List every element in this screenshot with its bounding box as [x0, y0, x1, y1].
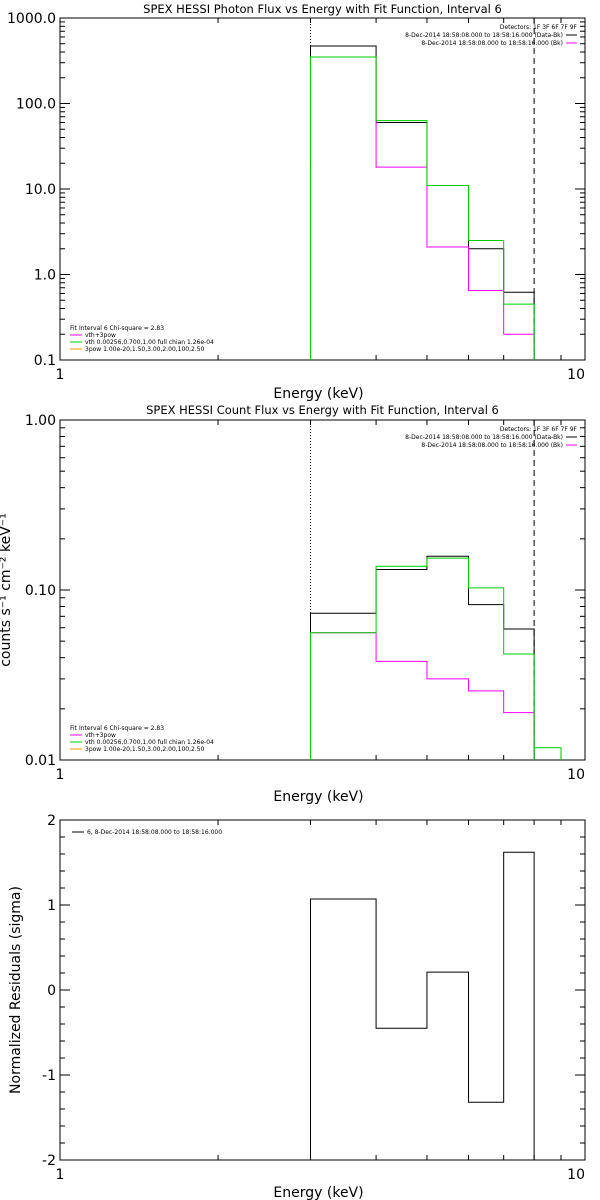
y-axis-label: counts s⁻¹ cm⁻² keV⁻¹	[0, 513, 14, 667]
legend-entry-bkg: vth+3pow	[85, 732, 116, 739]
legend-fit-info: Fit Interval 6 Chi-square = 2.83	[70, 325, 164, 332]
y-axis-ticks	[60, 819, 585, 1161]
legend-entry-bkg: 8-Dec-2014 18:58:08.000 to 18:58:16.000 …	[421, 442, 563, 449]
x-axis-ticks	[59, 420, 586, 760]
y-axis-label: Normalized Residuals (sigma)	[8, 886, 24, 1094]
x-axis-label: Energy (keV)	[273, 789, 363, 805]
y-tick-label: 2	[47, 813, 56, 829]
chart-panel-1: SPEX HESSI Photon Flux vs Energy with Fi…	[7, 2, 586, 402]
legend-entry-fit: vth 0.00256,0.700,1.00 full chian 1.26e-…	[85, 339, 214, 346]
x-axis-ticks	[59, 820, 586, 1160]
x-axis-label: Energy (keV)	[273, 1185, 363, 1200]
y-tick-label: 100.0	[16, 97, 56, 113]
y-tick-label: -2	[42, 1153, 56, 1169]
y-tick-label: 0.1	[34, 353, 56, 369]
legend-entry-fit: vth 0.00256,0.700,1.00 full chian 1.26e-…	[85, 739, 214, 746]
x-tick-label: 10	[567, 767, 585, 783]
legend-detectors: Detectors: 1F 3F 6F 7F 9F	[500, 24, 578, 31]
y-tick-label: 1.0	[34, 268, 56, 284]
y-axis-ticks	[60, 17, 585, 361]
y-tick-label: 1	[47, 898, 56, 914]
series-bkg-histogram	[309, 56, 535, 360]
legend-entry-residuals: 6, 8-Dec-2014 18:58:08.000 to 18:58:16.0…	[87, 829, 222, 836]
series-bkg-histogram	[309, 632, 535, 760]
legend-detectors: Detectors: 1F 3F 6F 7F 9F	[500, 426, 578, 433]
y-tick-label: 0	[47, 983, 56, 999]
x-tick-label: 10	[567, 1167, 585, 1183]
plot-frame	[59, 17, 586, 361]
series-data-histogram	[309, 555, 535, 760]
y-tick-label: 0.01	[25, 753, 56, 769]
y-tick-label: 1.00	[25, 413, 56, 429]
chart-title: SPEX HESSI Count Flux vs Energy with Fit…	[146, 403, 499, 417]
y-tick-label: 1000.0	[7, 11, 56, 27]
series-fit-extension	[534, 747, 562, 760]
series-data-histogram	[309, 45, 535, 360]
y-tick-label: -1	[42, 1068, 56, 1084]
x-tick-label: 1	[56, 767, 65, 783]
x-tick-label: 1	[56, 367, 65, 383]
y-tick-label: 10.0	[25, 182, 56, 198]
x-tick-label: 1	[56, 1167, 65, 1183]
legend-entry-bkg: 8-Dec-2014 18:58:08.000 to 18:58:16.000 …	[421, 40, 563, 47]
legend-entry-data: 8-Dec-2014 18:58:08.000 to 18:58:16.000 …	[405, 434, 563, 441]
y-axis-ticks	[60, 419, 585, 761]
x-axis-label: Energy (keV)	[273, 386, 363, 402]
legend-entry-data: 8-Dec-2014 18:58:08.000 to 18:58:16.000 …	[405, 32, 563, 39]
y-tick-label: 0.10	[25, 583, 56, 599]
legend-entry-spec: 3pow 1.00e-20,1.50,3.00,2.00,100,2.50	[85, 746, 205, 753]
series-fit-histogram	[309, 56, 535, 360]
plot-frame	[59, 419, 586, 761]
chart-title: SPEX HESSI Photon Flux vs Energy with Fi…	[143, 2, 502, 16]
x-axis-ticks	[59, 18, 586, 360]
x-tick-label: 10	[567, 367, 585, 383]
series-data-histogram	[309, 851, 535, 1160]
plot-frame	[59, 819, 586, 1161]
chart-panel-2: SPEX HESSI Count Flux vs Energy with Fit…	[0, 403, 586, 805]
legend-fit-info: Fit Interval 6 Chi-square = 2.83	[70, 725, 164, 732]
legend-entry-spec: 3pow 1.00e-20,1.50,3.00,2.00,100,2.50	[85, 346, 205, 353]
legend-entry-bkg: vth+3pow	[85, 332, 116, 339]
series-fit-histogram	[309, 557, 535, 760]
